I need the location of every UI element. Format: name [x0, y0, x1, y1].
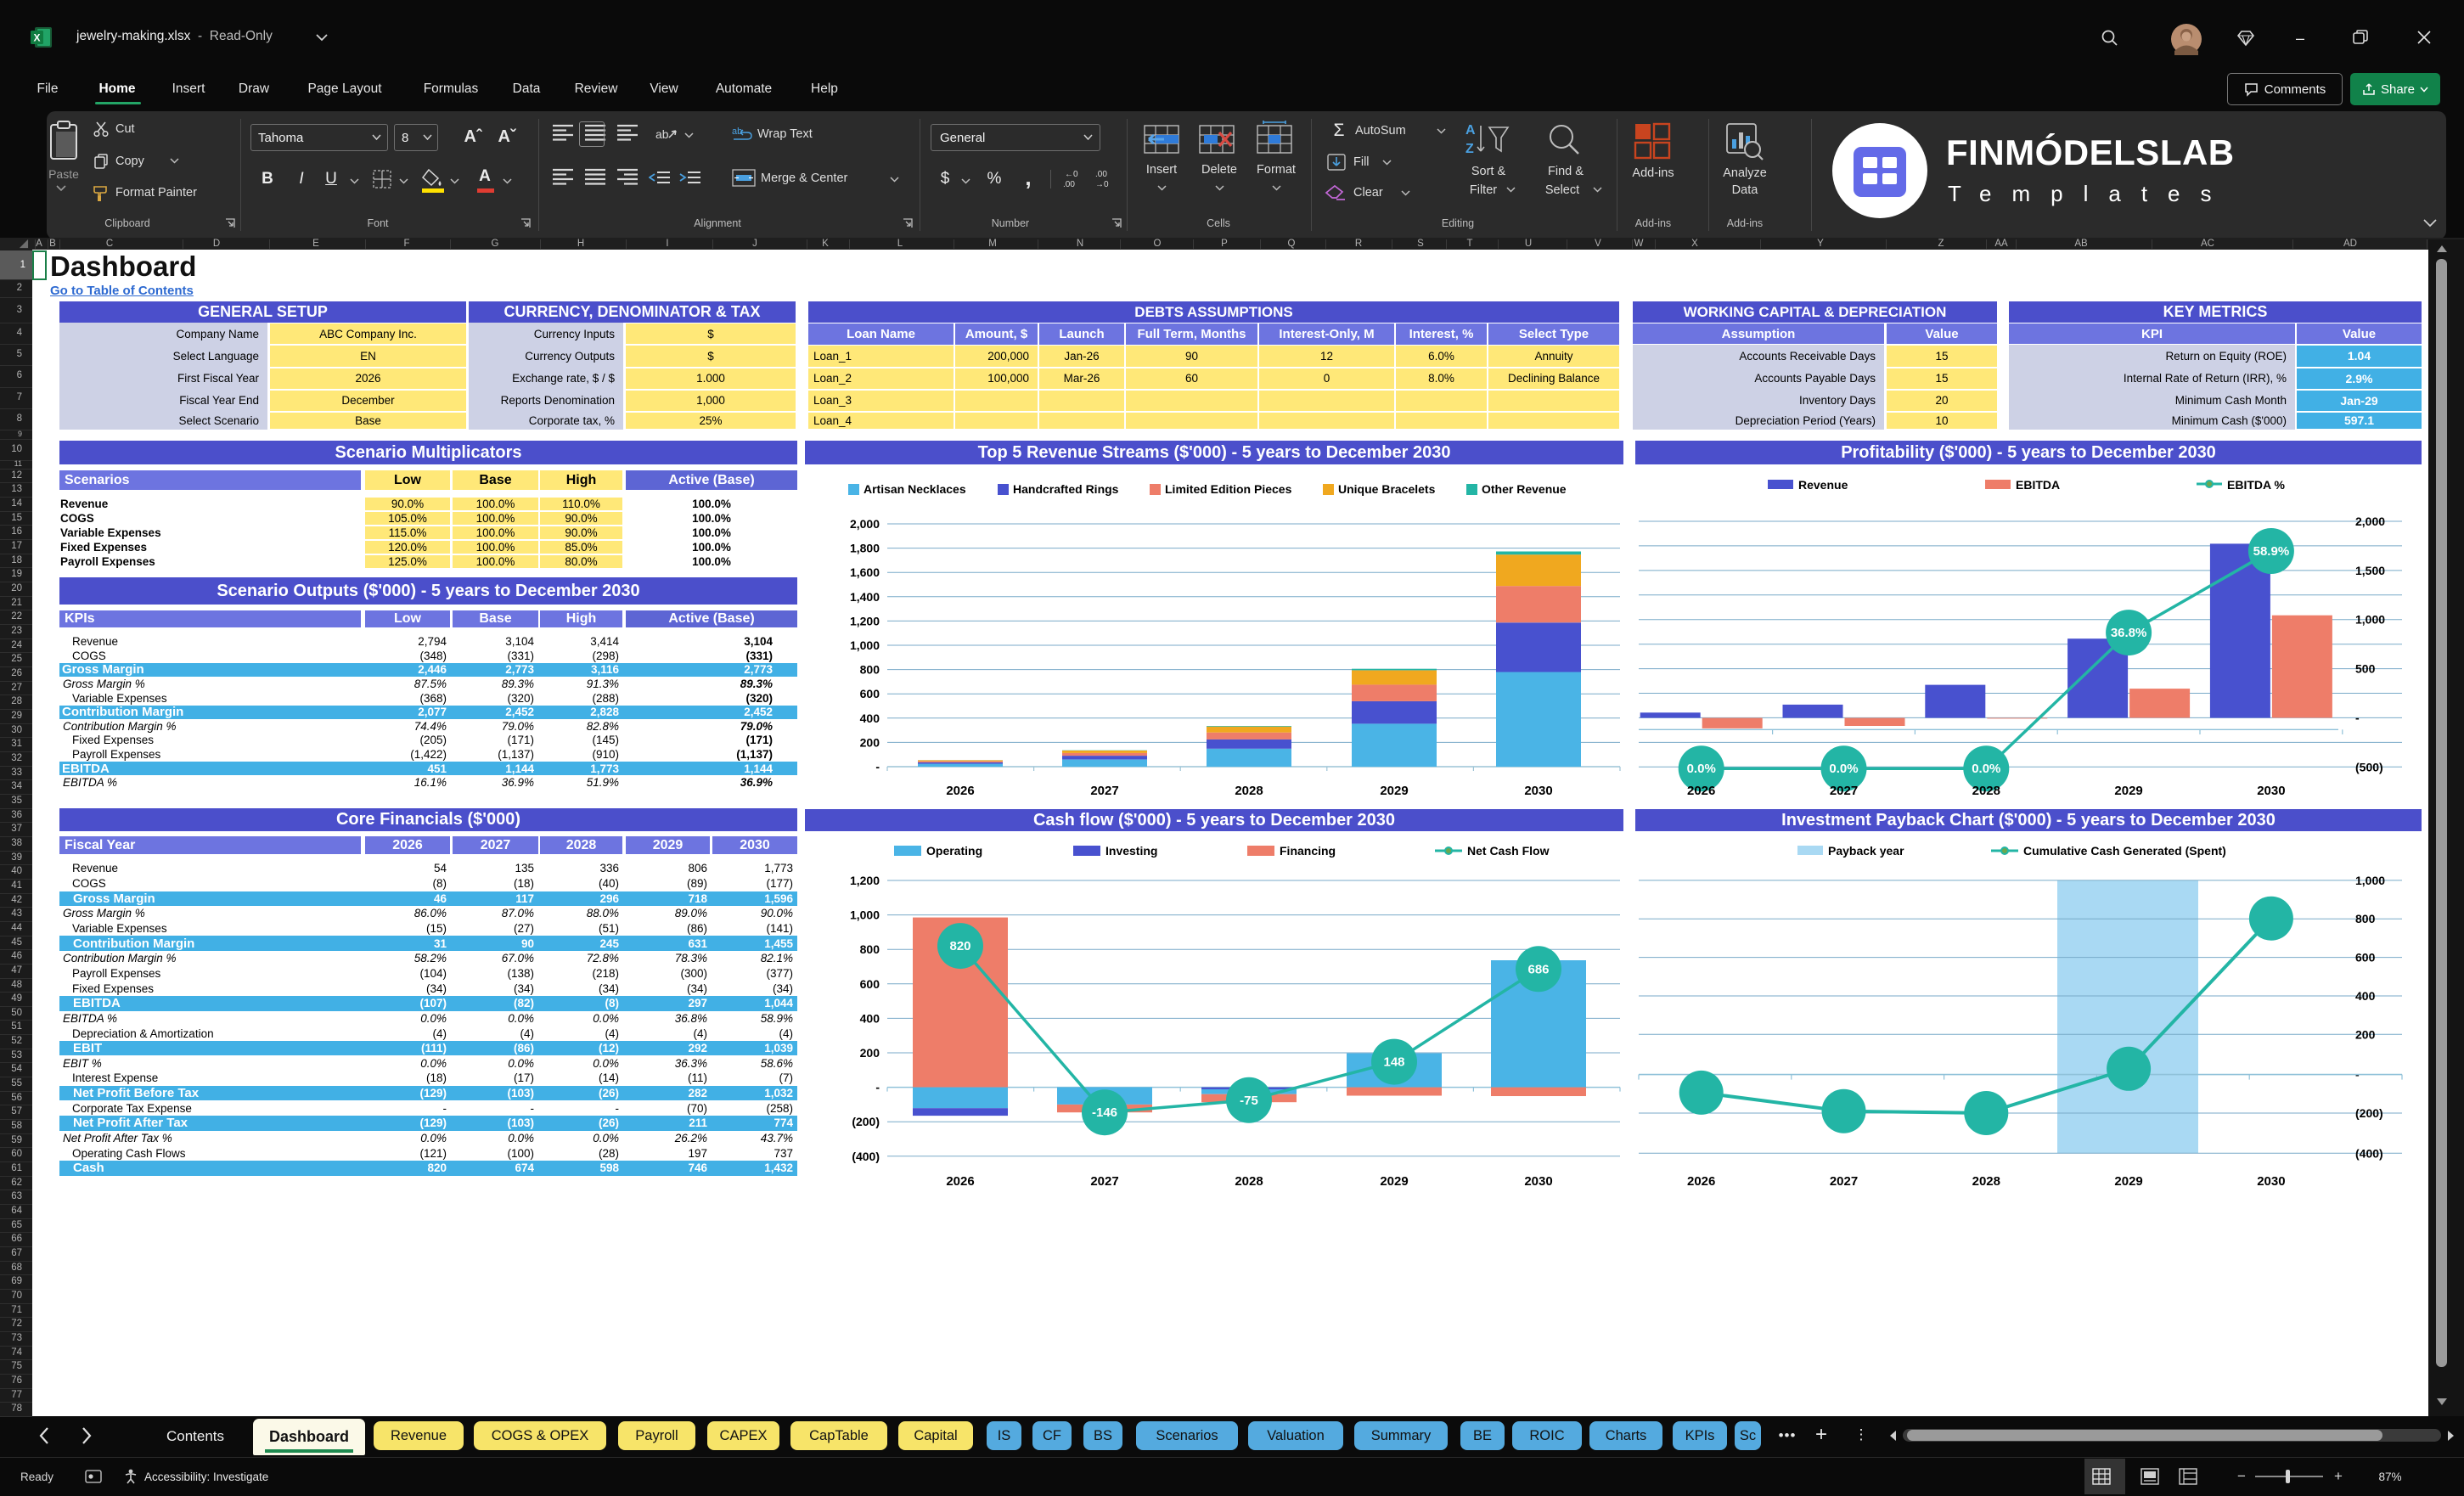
svg-text:400: 400	[860, 1011, 880, 1025]
svg-text:2026: 2026	[946, 784, 974, 798]
svg-text:Revenue: Revenue	[1798, 478, 1848, 492]
svg-text:Artisan Necklaces: Artisan Necklaces	[864, 482, 966, 496]
svg-text:0.0%: 0.0%	[1829, 762, 1858, 776]
svg-text:Investing: Investing	[1105, 844, 1157, 858]
svg-text:2029: 2029	[1380, 1174, 1408, 1189]
svg-text:-: -	[2355, 711, 2360, 725]
svg-text:800: 800	[860, 663, 880, 677]
svg-text:2028: 2028	[1235, 784, 1263, 798]
svg-text:0.0%: 0.0%	[1687, 762, 1716, 776]
svg-text:2030: 2030	[2257, 784, 2285, 798]
svg-text:-: -	[875, 760, 880, 773]
svg-text:1,600: 1,600	[850, 565, 880, 579]
svg-text:Limited Edition Pieces: Limited Edition Pieces	[1165, 482, 1292, 496]
svg-text:2027: 2027	[1090, 784, 1118, 798]
svg-text:2028: 2028	[1972, 784, 2000, 798]
svg-text:Cumulative Cash Generated (Spe: Cumulative Cash Generated (Spent)	[2023, 844, 2226, 858]
svg-text:2028: 2028	[1235, 1174, 1263, 1189]
svg-text:(400): (400)	[852, 1150, 880, 1163]
svg-text:200: 200	[2355, 1027, 2376, 1041]
svg-text:400: 400	[860, 711, 880, 725]
svg-text:-146: -146	[1092, 1105, 1117, 1120]
svg-text:1,400: 1,400	[850, 590, 880, 604]
svg-text:1,000: 1,000	[2355, 613, 2385, 627]
svg-text:2027: 2027	[1830, 1174, 1858, 1189]
svg-text:2028: 2028	[1972, 1174, 2000, 1189]
svg-text:2030: 2030	[1524, 1174, 1552, 1189]
svg-text:Other Revenue: Other Revenue	[1482, 482, 1567, 496]
svg-text:200: 200	[860, 1046, 880, 1060]
svg-text:-: -	[875, 1081, 880, 1094]
svg-text:686: 686	[1527, 962, 1549, 976]
svg-text:58.9%: 58.9%	[2253, 544, 2290, 559]
svg-text:(200): (200)	[852, 1115, 880, 1128]
svg-text:ab: ab	[655, 127, 669, 141]
svg-text:→0: →0	[1095, 180, 1109, 189]
svg-text:2,000: 2,000	[850, 517, 880, 531]
svg-text:1,500: 1,500	[2355, 564, 2385, 577]
svg-text:.00: .00	[1063, 180, 1075, 189]
svg-text:600: 600	[2355, 951, 2376, 965]
svg-text:148: 148	[1383, 1055, 1404, 1070]
svg-text:Financing: Financing	[1280, 844, 1336, 858]
svg-text:(200): (200)	[2355, 1106, 2383, 1120]
svg-text:200: 200	[860, 735, 880, 749]
svg-text:2030: 2030	[2257, 1174, 2285, 1189]
svg-text:400: 400	[2355, 989, 2376, 1003]
svg-text:800: 800	[860, 942, 880, 956]
svg-text:1,000: 1,000	[2355, 874, 2385, 887]
svg-text:1,200: 1,200	[850, 614, 880, 627]
svg-text:1,800: 1,800	[850, 542, 880, 555]
svg-text:ab: ab	[732, 127, 742, 137]
svg-text:A: A	[1465, 123, 1476, 138]
svg-text:.00: .00	[1095, 170, 1107, 179]
svg-text:X: X	[33, 32, 40, 44]
svg-text:600: 600	[860, 687, 880, 700]
svg-text:2,000: 2,000	[2355, 515, 2385, 528]
svg-text:2029: 2029	[2114, 784, 2142, 798]
svg-text:2026: 2026	[946, 1174, 974, 1189]
svg-text:EBITDA %: EBITDA %	[2227, 478, 2285, 492]
svg-text:Net Cash Flow: Net Cash Flow	[1467, 844, 1550, 858]
svg-text:1,000: 1,000	[850, 638, 880, 652]
svg-text:500: 500	[2355, 662, 2376, 676]
svg-text:-75: -75	[1240, 1094, 1258, 1108]
svg-text:820: 820	[949, 939, 970, 953]
svg-text:Z: Z	[1465, 142, 1474, 156]
svg-text:(500): (500)	[2355, 760, 2383, 773]
svg-text:EBITDA: EBITDA	[2016, 478, 2060, 492]
svg-text:2027: 2027	[1090, 1174, 1118, 1189]
svg-text:2026: 2026	[1687, 784, 1715, 798]
svg-text:Payback year: Payback year	[1828, 844, 1904, 858]
svg-text:2026: 2026	[1687, 1174, 1715, 1189]
svg-text:Operating: Operating	[926, 844, 982, 858]
svg-text:0.0%: 0.0%	[1972, 762, 2000, 776]
svg-text:Unique Bracelets: Unique Bracelets	[1338, 482, 1436, 496]
svg-text:1,000: 1,000	[850, 908, 880, 922]
svg-text:2027: 2027	[1830, 784, 1858, 798]
svg-text:1,200: 1,200	[850, 874, 880, 887]
svg-text:2030: 2030	[1524, 784, 1552, 798]
svg-text:Handcrafted Rings: Handcrafted Rings	[1013, 482, 1119, 496]
svg-text:36.8%: 36.8%	[2111, 626, 2147, 640]
svg-text:800: 800	[2355, 912, 2376, 925]
svg-text:←0: ←0	[1065, 170, 1078, 179]
svg-text:2029: 2029	[1380, 784, 1408, 798]
svg-text:2029: 2029	[2114, 1174, 2142, 1189]
svg-text:(400): (400)	[2355, 1146, 2383, 1160]
svg-text:600: 600	[860, 977, 880, 991]
